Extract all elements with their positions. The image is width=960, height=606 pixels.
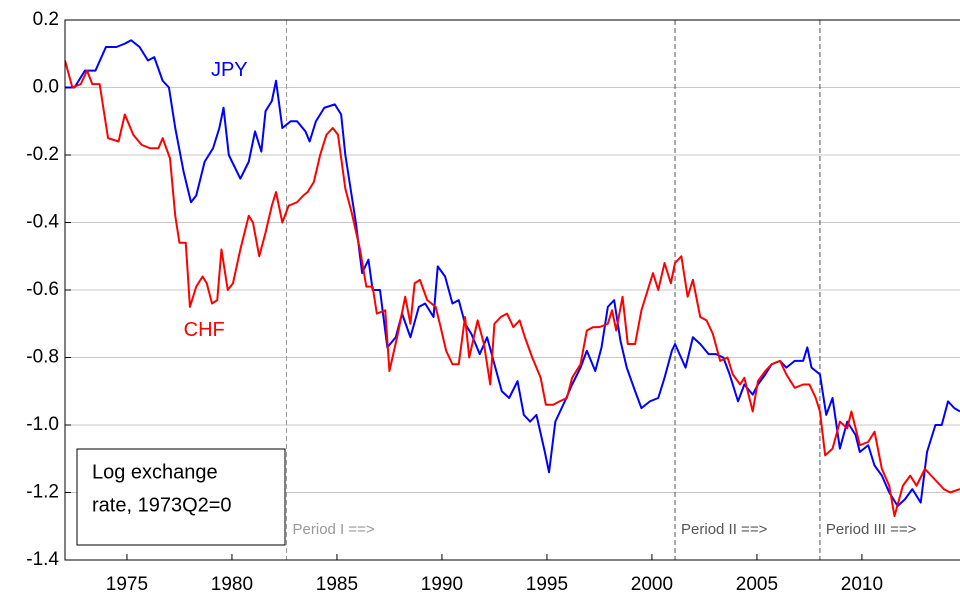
period-label: Period II ==> — [681, 521, 768, 538]
x-tick-label: 1975 — [106, 574, 148, 595]
plot-lines — [65, 39, 960, 518]
x-tick-label: 1995 — [526, 574, 568, 595]
x-tick-label: 1985 — [316, 574, 358, 595]
y-tick-label: 0.0 — [33, 77, 59, 98]
y-tick-label: -1.4 — [26, 549, 59, 570]
period-label: Period I ==> — [293, 521, 375, 538]
series-line — [65, 39, 960, 507]
axes: 0.2 0.0 -0.2 -0.4 -0.6 -0.8 -1.0 -1.2 -1.4 1975 19… — [26, 9, 883, 595]
y-tick-label: -0.4 — [26, 212, 59, 233]
x-tick-label: 1990 — [421, 574, 463, 595]
y-tick-label: -0.6 — [26, 279, 59, 300]
y-tick-label: -0.8 — [26, 347, 59, 368]
note-text: rate, 1973Q2=0 — [92, 494, 232, 516]
annotations: Period I ==> Period II ==> Period III ==> — [286, 20, 917, 560]
series-label: JPY — [211, 59, 248, 81]
x-tick-label: 2010 — [841, 574, 883, 595]
y-tick-label: 0.2 — [33, 9, 59, 30]
x-tick-label: 2005 — [736, 574, 778, 595]
x-tick-label: 1980 — [211, 574, 253, 595]
series-label: CHF — [184, 319, 225, 341]
y-tick-label: -1.0 — [26, 414, 59, 435]
y-tick-label: -1.2 — [26, 482, 59, 503]
period-label: Period III ==> — [826, 521, 917, 538]
y-tick-label: -0.2 — [26, 144, 59, 165]
x-tick-label: 2000 — [631, 574, 673, 595]
note-box — [76, 448, 286, 546]
note-text: Log exchange — [92, 461, 218, 483]
series-line — [65, 60, 960, 518]
